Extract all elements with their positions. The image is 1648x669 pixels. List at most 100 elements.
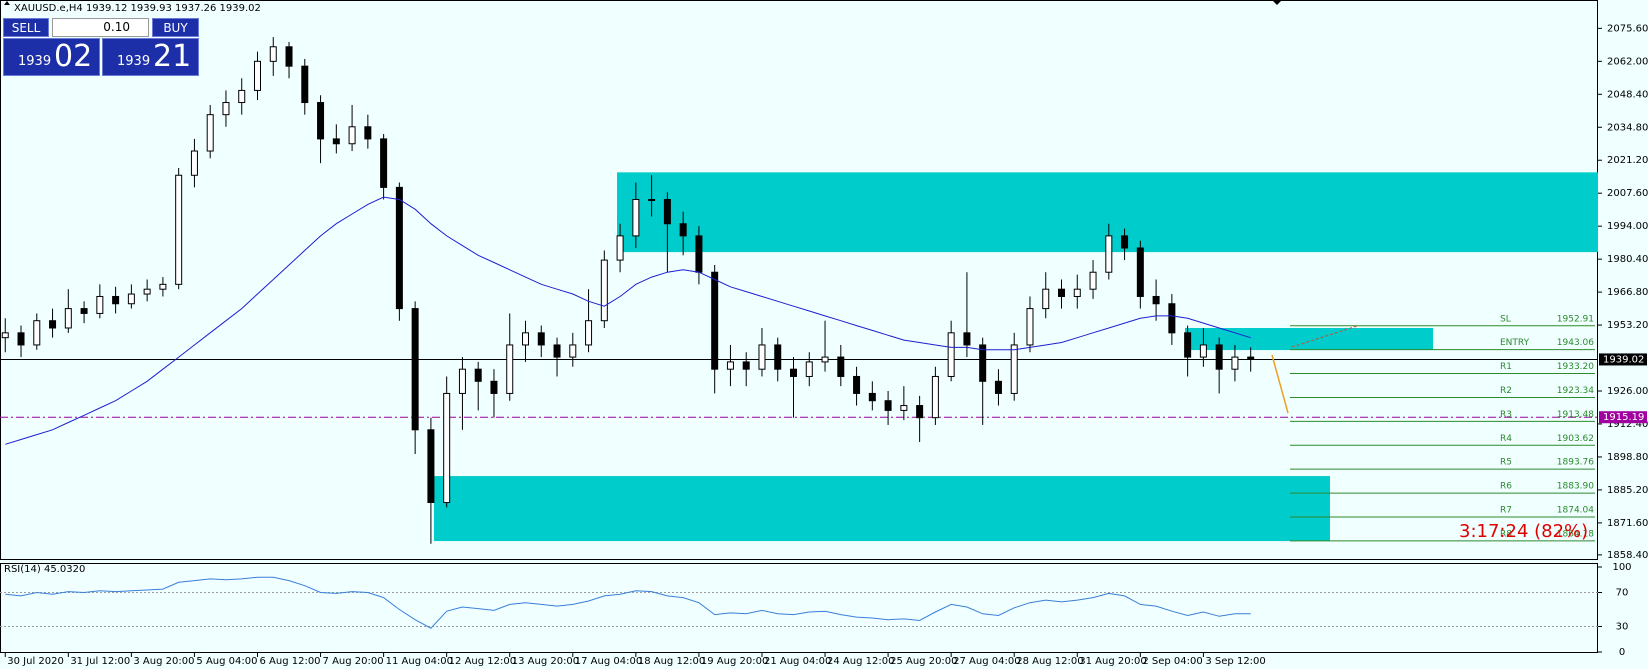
x-tick-label: 3 Aug 20:00 [133,656,194,667]
x-tick-label: 12 Aug 12:00 [449,656,516,667]
candle-body [364,126,372,140]
candle-body [931,375,939,419]
zone [434,476,1330,542]
candle-body [695,235,703,273]
bid-big: 02 [54,39,93,74]
candle-body [1231,356,1239,370]
candle-body [585,320,593,346]
candle-body [1152,295,1160,305]
candle-body [380,138,388,188]
candle-body [317,102,325,140]
price-tag-label: 1939.02 [1603,354,1644,365]
candle-body [553,344,561,358]
candle-body [1247,356,1255,360]
pivot-value: 1913.48 [1557,410,1594,420]
candle-body [790,368,798,377]
x-tick-label: 24 Aug 12:00 [827,656,894,667]
y-tick-label: 1953.20 [1607,320,1648,331]
candle-body [1,332,9,339]
y-tick-label: 1966.80 [1607,287,1648,298]
candle-body [1168,303,1176,334]
y-tick-label: 1926.00 [1607,386,1648,397]
lot-input[interactable]: 0.10 [52,18,149,37]
candle-body [458,368,466,394]
pivot-name: R4 [1500,434,1512,444]
candle-body [726,361,734,370]
candle-body [490,380,498,394]
x-tick-label: 6 Aug 12:00 [259,656,320,667]
candle-body [1105,235,1113,273]
rsi-frame [0,563,1598,653]
candle-body [206,114,214,152]
candle-body [127,293,135,305]
price-tag-label: 1915.19 [1603,412,1644,423]
pivot-name: R2 [1500,386,1512,396]
bid-price[interactable]: 1939 02 [3,38,100,76]
timer: 3:17:24 (82%) [1459,521,1588,542]
candle-body [474,368,482,382]
candle-body [884,400,892,411]
ask-big: 21 [153,39,192,74]
pivot-value: 1903.62 [1557,434,1594,444]
pivot-name: SL [1500,314,1511,324]
candle-body [301,65,309,104]
candle-body [238,89,246,104]
candle-body [994,380,1002,394]
candle-body [96,295,104,314]
candle-body [663,199,671,225]
x-tick-label: 18 Aug 12:00 [638,656,705,667]
candle-body [774,344,782,370]
candle-body [900,405,908,411]
trade-panel: SELL 0.10 BUY 1939 02 1939 21 [3,18,199,76]
candle-body [112,295,120,305]
projection-line [1271,354,1289,414]
y-tick-label: 1871.60 [1607,518,1648,529]
candle-body [979,344,987,382]
candle-body [1010,344,1018,394]
candle-body [506,344,514,394]
pivot-name: ENTRY [1500,338,1530,348]
pivot-name: R1 [1500,362,1512,372]
pivot-value: 1933.20 [1557,362,1594,372]
x-tick-label: 25 Aug 20:00 [890,656,957,667]
zone [1185,327,1433,351]
candle-body [17,332,25,346]
y-tick-label: 1980.40 [1607,254,1648,265]
pivot-name: R5 [1500,458,1512,468]
rsi-tick-label: 0 [1619,647,1625,658]
y-tick-label: 1858.40 [1607,550,1648,561]
candle-body [1058,288,1066,297]
x-tick-label: 19 Aug 20:00 [701,656,768,667]
candle-body [821,356,829,363]
buy-button[interactable]: BUY [152,18,199,37]
rsi-tick-label: 30 [1616,622,1629,633]
y-tick-label: 2021.20 [1607,155,1648,166]
candle-body [159,283,167,290]
y-tick-label: 1994.00 [1607,221,1648,232]
candle-body [963,332,971,346]
x-tick-label: 2 Sep 04:00 [1142,656,1202,667]
price-tag [1599,411,1647,424]
y-tick-label: 1898.80 [1607,452,1648,463]
x-tick-label: 30 Jul 2020 [7,656,64,667]
candle-body [49,320,57,329]
sell-button[interactable]: SELL [3,18,49,37]
x-tick-label: 31 Jul 12:00 [70,656,130,667]
main-frame [0,0,1598,560]
ask-price[interactable]: 1939 21 [102,38,199,76]
candle-body [64,308,72,329]
candle-body [1184,332,1192,358]
pivot-name: R7 [1500,505,1512,515]
candle-body [395,186,403,310]
pivot-value: 1943.06 [1557,338,1594,348]
candle-body [947,332,955,377]
y-tick-label: 2034.80 [1607,122,1648,133]
candle-body [537,332,545,346]
pivot-value: 1864.18 [1557,529,1594,539]
candle-body [411,308,419,431]
candle-body [190,150,198,176]
moving-average [5,196,1251,445]
candle-body [1215,344,1223,370]
ask-small: 1939 [117,54,151,69]
